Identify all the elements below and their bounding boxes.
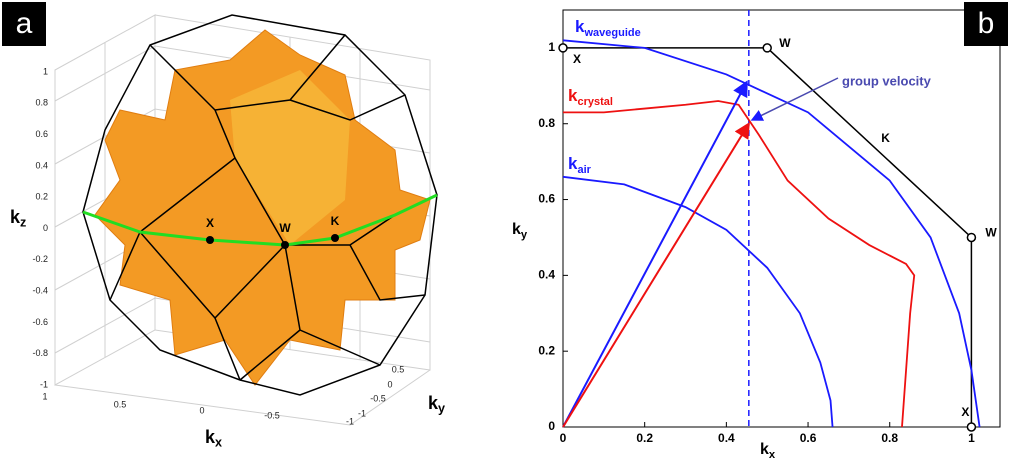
x-tick-label: 0.5 (114, 399, 127, 409)
curve-label: kcrystal (568, 86, 613, 107)
x-tick-label: 0.4 (718, 431, 735, 445)
curve (563, 177, 833, 427)
y-tick-label: 0.4 (538, 268, 555, 282)
plot-frame (563, 10, 1000, 427)
zone-label: W (985, 226, 997, 240)
zone-label: W (779, 36, 791, 50)
y-tick-label: 0.6 (538, 192, 555, 206)
y-tick-label: 0 (548, 419, 555, 433)
y-tick-label: -1 (358, 408, 366, 418)
curve-label: kwaveguide (575, 17, 641, 38)
panel-label: a (16, 7, 33, 40)
y-tick-label: 0.5 (392, 364, 405, 374)
curve-label: kair (568, 154, 592, 175)
x-tick-label: 0.6 (800, 431, 817, 445)
iso-surface (95, 30, 430, 385)
group-velocity-vector (563, 82, 747, 427)
y-tick-label: 0 (387, 379, 392, 389)
y-tick-label: 1 (548, 40, 555, 54)
zone-boundary (563, 48, 971, 427)
y-tick-label: 0.8 (538, 116, 555, 130)
curve-label-sub: waveguide (583, 27, 640, 39)
point-label: X (206, 216, 214, 230)
z-tick-label: 0.8 (35, 98, 48, 108)
x-tick-label: 0.8 (881, 431, 898, 445)
symmetry-point (281, 241, 289, 249)
z-axis-label-sub: z (20, 216, 26, 230)
z-tick-label: 1 (43, 66, 48, 76)
zone-label: X (961, 405, 969, 419)
y-axis-label-main: k (512, 221, 521, 238)
annotation: group velocity (842, 73, 932, 88)
x-axis-label-main: k (760, 441, 769, 458)
z-tick-label: 0.2 (35, 192, 48, 202)
y-tick-label: 0.2 (538, 343, 555, 357)
x-axis-label-sub: x (215, 436, 222, 450)
panel-label: b (978, 7, 995, 40)
x-tick-label: 0.2 (636, 431, 653, 445)
curve-label-sub: air (577, 164, 591, 176)
x-tick-label: -1 (346, 416, 354, 426)
curve (563, 40, 980, 427)
z-tick-label: -0.8 (32, 348, 48, 358)
symmetry-point (206, 236, 214, 244)
z-tick-label: -1 (40, 379, 48, 389)
z-tick-label: -0.2 (32, 254, 48, 264)
zone-label: X (573, 52, 581, 66)
curve-label-sub: crystal (577, 96, 612, 108)
x-axis-label: kx (760, 441, 776, 461)
x-axis-label: kx (205, 427, 222, 450)
annotation-arrow (752, 78, 838, 120)
x-tick-label: 1 (42, 391, 47, 401)
zone-vertex (763, 44, 771, 52)
symmetry-point (331, 234, 339, 242)
zone-vertex (559, 44, 567, 52)
curve (563, 101, 914, 427)
y-axis-label: ky (428, 393, 445, 416)
z-tick-label: 0.6 (35, 129, 48, 139)
z-tick-label: 0 (43, 223, 48, 233)
x-tick-label: 1 (968, 431, 975, 445)
x-tick-label: -0.5 (264, 410, 280, 420)
x-axis-label-sub: x (769, 449, 776, 461)
zone-vertex (967, 233, 975, 241)
y-axis-label-sub: y (438, 402, 445, 416)
x-tick-label: 0 (560, 431, 567, 445)
figure: a X W K 1 0.8 0.6 0.4 0.2 0 -0.2 -0.4 -0.6 -0.8 -1 1 0.5… (0, 0, 1010, 461)
z-tick-label: -0.4 (32, 285, 48, 295)
zone-label: K (881, 131, 890, 145)
z-tick-label: 0.4 (35, 160, 48, 170)
z-axis-label: kz (10, 207, 26, 230)
point-label: W (279, 221, 291, 235)
point-label: K (331, 214, 340, 228)
y-axis-label-sub: y (521, 229, 528, 241)
zone-vertex (967, 423, 975, 431)
z-tick-label: -0.6 (32, 317, 48, 327)
y-axis-label: ky (512, 221, 528, 241)
page: {"panel_a": {"label": "a", "points": ["X… (0, 0, 1010, 461)
x-tick-label: 0 (199, 405, 204, 415)
y-tick-label: -0.5 (370, 393, 386, 403)
